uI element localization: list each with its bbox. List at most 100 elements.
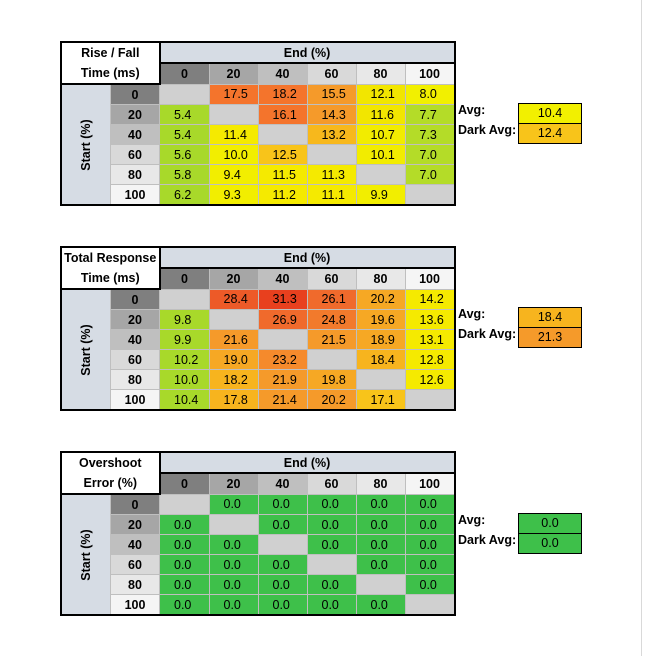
value-cell: 18.2 <box>257 83 308 105</box>
value-cell: 10.1 <box>355 144 406 165</box>
table-row: 60 0.0 0.0 0.0 0.0 0.0 <box>61 554 456 575</box>
value-cell: 0.0 <box>208 554 259 575</box>
table-title-line: Time (ms) <box>80 271 140 285</box>
row-header: 40 <box>110 329 160 350</box>
value-cell: 9.3 <box>208 184 259 206</box>
row-header: 20 <box>110 104 160 125</box>
value-cell: 0.0 <box>306 534 357 555</box>
column-header: 20 <box>208 472 259 495</box>
value-cell: 9.4 <box>208 164 259 185</box>
row-header: 40 <box>110 534 160 555</box>
row-header: 100 <box>110 389 160 411</box>
page-edge-line <box>641 0 642 656</box>
value-cell <box>355 574 406 595</box>
value-cell: 20.2 <box>355 288 406 310</box>
dark-avg-label: Dark Avg: <box>458 123 517 137</box>
column-header: 40 <box>257 472 308 495</box>
column-header: 80 <box>355 267 406 290</box>
value-cell: 0.0 <box>257 554 308 575</box>
value-cell: 0.0 <box>208 574 259 595</box>
avg-label: Avg: <box>458 513 486 527</box>
value-cell <box>257 534 308 555</box>
value-cell: 7.7 <box>404 104 456 125</box>
column-header: 100 <box>404 62 456 85</box>
table-title: Overshoot Error (%) <box>60 451 161 495</box>
value-cell: 0.0 <box>355 514 406 535</box>
dark-avg-label: Dark Avg: <box>458 533 517 547</box>
start-percent-label: Start (%) <box>79 118 93 171</box>
value-cell: 14.3 <box>306 104 357 125</box>
table-row: 100 6.2 9.3 11.2 11.1 9.9 <box>61 184 456 206</box>
value-cell <box>404 594 456 616</box>
table-row: Start (%) 0 17.5 18.2 15.5 12.1 8.0 <box>60 83 456 206</box>
value-cell: 0.0 <box>159 514 210 535</box>
value-cell: 10.0 <box>208 144 259 165</box>
value-cell: 13.2 <box>306 124 357 145</box>
table-row: 100 10.4 17.8 21.4 20.2 17.1 <box>61 389 456 411</box>
table-row: Start (%) 0 28.4 31.3 26.1 20.2 14.2 <box>60 288 456 411</box>
value-cell <box>257 124 308 145</box>
value-cell: 23.2 <box>257 349 308 370</box>
avg-label: Avg: <box>458 307 486 321</box>
value-cell: 21.4 <box>257 389 308 411</box>
table-row: 20 0.0 0.0 0.0 0.0 0.0 <box>61 514 456 535</box>
value-cell: 0.0 <box>208 594 259 616</box>
table-row: 60 10.2 19.0 23.2 18.4 12.8 <box>61 349 456 370</box>
value-cell: 0.0 <box>404 493 456 515</box>
value-cell: 5.6 <box>159 144 210 165</box>
start-percent-header: Start (%) <box>60 493 111 616</box>
column-header: 60 <box>306 62 357 85</box>
row-header: 0 <box>110 493 160 515</box>
value-cell: 9.9 <box>355 184 406 206</box>
value-cell: 9.9 <box>159 329 210 350</box>
value-cell: 17.5 <box>208 83 259 105</box>
value-cell: 0.0 <box>159 554 210 575</box>
column-header: 60 <box>306 472 357 495</box>
value-cell: 5.4 <box>159 104 210 125</box>
table-title-line: Error (%) <box>83 476 137 490</box>
value-cell: 24.8 <box>306 309 357 330</box>
row-header: 80 <box>110 369 160 390</box>
value-cell <box>404 184 456 206</box>
column-header: 0 <box>159 62 210 85</box>
column-header: 80 <box>355 472 406 495</box>
row-header: 80 <box>110 574 160 595</box>
overshoot-error-table: Overshoot Error (%) End (%) 0 20 40 60 80 100 Sta… <box>60 450 456 616</box>
value-cell: 0.0 <box>355 594 406 616</box>
value-cell: 10.4 <box>159 389 210 411</box>
value-cell: 0.0 <box>306 514 357 535</box>
table-row: 60 5.6 10.0 12.5 10.1 7.0 <box>61 144 456 165</box>
value-cell: 7.0 <box>404 164 456 185</box>
value-cell <box>159 83 210 105</box>
row-header: 40 <box>110 124 160 145</box>
value-cell: 0.0 <box>355 554 406 575</box>
value-cell: 17.1 <box>355 389 406 411</box>
value-cell: 5.4 <box>159 124 210 145</box>
value-cell <box>306 349 357 370</box>
value-cell: 6.2 <box>159 184 210 206</box>
value-cell: 19.6 <box>355 309 406 330</box>
start-percent-header: Start (%) <box>60 83 111 206</box>
row-header: 20 <box>110 309 160 330</box>
table-row: 40 9.9 21.6 21.5 18.9 13.1 <box>61 329 456 350</box>
value-cell: 11.6 <box>355 104 406 125</box>
row-header: 0 <box>110 83 160 105</box>
column-header: 20 <box>208 267 259 290</box>
dark-avg-value: 0.0 <box>518 533 582 554</box>
avg-value: 10.4 <box>518 103 582 124</box>
value-cell: 0.0 <box>159 594 210 616</box>
row-header: 80 <box>110 164 160 185</box>
table-row: 20 5.4 16.1 14.3 11.6 7.7 <box>61 104 456 125</box>
value-cell: 12.5 <box>257 144 308 165</box>
column-header: 100 <box>404 472 456 495</box>
table-row: 100 0.0 0.0 0.0 0.0 0.0 <box>61 594 456 616</box>
column-header: 40 <box>257 267 308 290</box>
value-cell: 31.3 <box>257 288 308 310</box>
value-cell: 7.3 <box>404 124 456 145</box>
value-cell: 28.4 <box>208 288 259 310</box>
column-header: 60 <box>306 267 357 290</box>
table-title-line: Rise / Fall <box>81 46 140 60</box>
value-cell: 15.5 <box>306 83 357 105</box>
value-cell <box>208 514 259 535</box>
value-cell: 21.9 <box>257 369 308 390</box>
